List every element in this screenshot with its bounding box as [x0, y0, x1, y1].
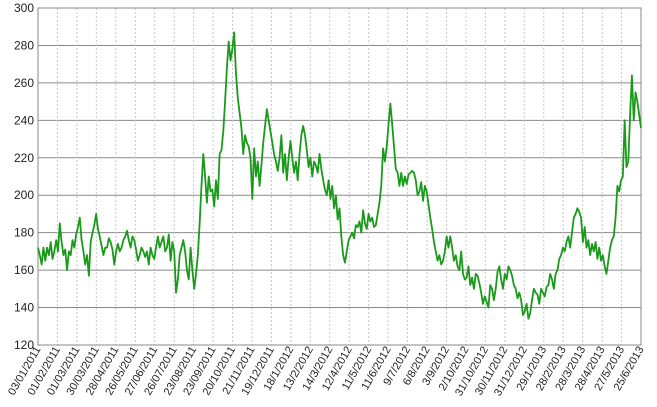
- y-tick-label: 300: [14, 1, 34, 15]
- y-tick-label: 260: [14, 76, 34, 90]
- y-axis-tick-labels: 120 140 160 180 200 220 240 260 280 300: [14, 1, 34, 352]
- horizontal-gridlines: [38, 7, 641, 346]
- vertical-gridlines: [56, 8, 623, 345]
- x-axis-tick-labels: 03/01/201101/02/201101/03/201130/03/2011…: [6, 345, 647, 399]
- y-tick-label: 160: [14, 263, 34, 277]
- y-tick-label: 180: [14, 226, 34, 240]
- y-tick-label: 280: [14, 38, 34, 52]
- plot-area-border: [37, 7, 642, 346]
- y-tick-label: 140: [14, 301, 34, 315]
- y-tick-label: 120: [14, 338, 34, 352]
- y-tick-label: 200: [14, 188, 34, 202]
- series-line: [37, 31, 642, 320]
- y-tick-label: 220: [14, 151, 34, 165]
- y-tick-label: 240: [14, 113, 34, 127]
